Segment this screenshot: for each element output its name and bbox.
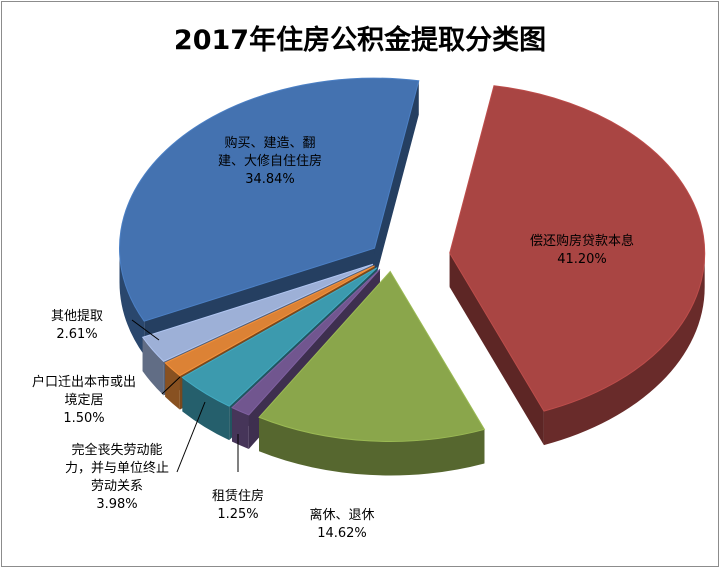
leader-line: [131, 319, 160, 341]
pie-slice: [181, 267, 378, 407]
slice-value-label: 14.62%: [317, 526, 367, 541]
pie-slice: [449, 85, 706, 412]
chart-title: 2017年住房公积金提取分类图: [174, 24, 546, 56]
leader-lines: [131, 319, 239, 473]
slice-value-label: 1.50%: [63, 411, 104, 426]
slice-rim-wall: [142, 337, 164, 396]
slice-value-label: 1.25%: [217, 507, 258, 522]
leader-line: [161, 376, 181, 395]
pie-slice: [119, 77, 420, 322]
slice-cut-wall: [374, 80, 419, 283]
slice-category-label: 偿还购房贷款本息: [530, 233, 634, 249]
slice-value-label: 41.20%: [557, 252, 607, 267]
slice-category-label: 境定居: [64, 393, 103, 408]
slice-value-label: 3.98%: [96, 497, 137, 512]
pie-slice: [258, 270, 486, 442]
slice-category-label: 购买、建造、翻: [224, 135, 315, 151]
slice-category-label: 户口迁出本市或出: [32, 374, 136, 390]
pie-tops: [119, 77, 706, 442]
slice-cut-wall: [232, 269, 380, 442]
slice-value-label: 34.84%: [245, 172, 295, 187]
slice-category-label: 力，并与单位终止: [65, 460, 169, 476]
slice-rim-wall: [543, 253, 705, 446]
slice-category-label: 租赁住房: [212, 488, 264, 504]
slice-labels: 偿还购房贷款本息 41.20% 离休、退休 14.62% 租赁住房 1.25% 完全丧失劳动…: [32, 135, 634, 541]
slice-value-label: 2.61%: [56, 327, 97, 342]
slice-category-label: 其他提取: [51, 308, 103, 324]
slice-rim-wall: [259, 417, 485, 476]
leader-line: [176, 401, 206, 473]
pie-slice: [231, 268, 381, 416]
pie-slice: [164, 265, 375, 377]
slice-category-label: 建、大修自住住房: [218, 153, 322, 169]
slice-category-label: 劳动关系: [91, 478, 143, 494]
slice-cut-wall: [449, 253, 544, 446]
slice-category-label: 完全丧失劳动能: [71, 442, 162, 458]
slice-category-label: 离休、退休: [309, 507, 374, 523]
pie-slice: [141, 263, 374, 362]
slice-rim-wall: [182, 377, 230, 441]
slice-rim-wall: [165, 362, 180, 410]
slice-rim-wall: [232, 407, 249, 449]
